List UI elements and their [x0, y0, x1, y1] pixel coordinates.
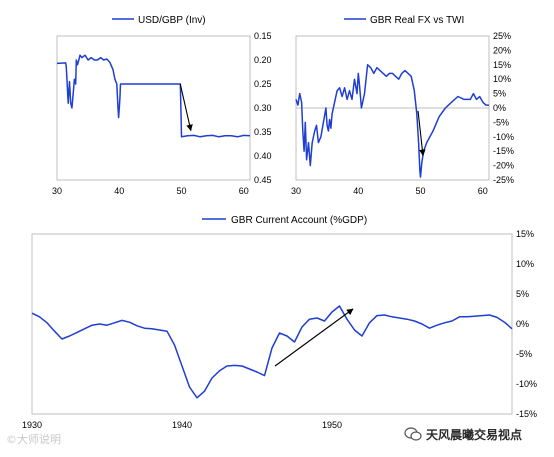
x-tick-label: 1930: [22, 420, 42, 430]
series-group: [295, 64, 489, 178]
x-tick-label: 50: [416, 186, 426, 196]
y-tick-label: -10%: [493, 132, 514, 142]
series-line: [56, 54, 251, 138]
y-tick-label: 0%: [493, 103, 506, 113]
y-tick-label: 5%: [493, 89, 506, 99]
series-group: [56, 54, 251, 138]
y-tick-label: -15%: [516, 409, 537, 419]
series-group: [31, 305, 513, 399]
y-tick-label: -5%: [516, 349, 532, 359]
y-tick-label: 15%: [516, 229, 534, 239]
y-tick-label: 15%: [493, 60, 511, 70]
chart-legend: USD/GBP (Inv): [112, 15, 206, 26]
trend-arrow: [274, 308, 354, 367]
y-tick-label: -15%: [493, 146, 514, 156]
y-axis-ticks: 25% 20% 15% 10% 5% 0% -5% -10% -15% -20% -25%: [493, 31, 514, 185]
gbr-real-fx-chart: GBR Real FX vs TWI 25% 20% 15% 10% 5% 0% -5% -1…: [291, 15, 514, 196]
usd-gbp-chart: USD/GBP (Inv) 0.150.200.250.300.350.400.…: [52, 15, 272, 196]
watermark-right: 天风晨曦交易视点: [404, 424, 550, 444]
y-tick-label: 0.35: [254, 127, 272, 137]
y-tick-label: 10%: [516, 259, 534, 269]
chart-legend: GBR Current Account (%GDP): [202, 215, 367, 226]
legend-label: GBR Current Account (%GDP): [231, 215, 367, 226]
y-tick-label: -25%: [493, 175, 514, 185]
y-tick-label: 0.20: [254, 55, 272, 65]
series-line: [31, 305, 513, 399]
y-axis-ticks: 0.15 0.20 0.25 0.30 0.35 0.40 0.45: [254, 31, 272, 185]
y-tick-label: 0.15: [254, 31, 272, 41]
y-tick-label: 0.45: [254, 175, 272, 185]
y-tick-label: 20%: [493, 45, 511, 55]
x-tick-label: 40: [114, 186, 124, 196]
x-axis-ticks: 30 40 50 60: [52, 186, 249, 196]
x-tick-label: 50: [177, 186, 187, 196]
x-tick-label: 1940: [172, 420, 192, 430]
watermark-right-label: 天风晨曦交易视点: [426, 427, 523, 442]
y-tick-label: 0.25: [254, 79, 272, 89]
series-line: [295, 64, 489, 178]
trend-arrow: [179, 83, 193, 132]
y-axis-ticks: 15% 10% 5% 0% -5% -10% -15%: [516, 229, 537, 419]
legend-label: GBR Real FX vs TWI: [370, 15, 464, 26]
y-tick-label: -5%: [493, 117, 509, 127]
legend-label: USD/GBP (Inv): [138, 15, 206, 26]
x-tick-label: 40: [353, 186, 363, 196]
y-tick-label: 0.40: [254, 151, 272, 161]
x-axis-ticks: 1930 1940 1950: [22, 420, 342, 430]
x-tick-label: 60: [478, 186, 488, 196]
y-tick-label: 0%: [516, 319, 529, 329]
trend-arrow: [417, 110, 426, 157]
y-tick-label: 25%: [493, 31, 511, 41]
gbr-current-account-chart: GBR Current Account (%GDP) 15% 10% 5% 0% -5%…: [22, 215, 537, 430]
x-axis-ticks: 30 40 50 60: [291, 186, 488, 196]
x-tick-label: 1950: [322, 420, 342, 430]
y-tick-label: -10%: [516, 379, 537, 389]
plot-frame: [31, 233, 513, 415]
watermark-left: ©大师说明: [6, 433, 61, 446]
x-tick-label: 60: [239, 186, 249, 196]
y-tick-label: 10%: [493, 74, 511, 84]
x-tick-label: 30: [52, 186, 62, 196]
y-tick-label: -20%: [493, 161, 514, 171]
plot-frame: [56, 35, 251, 181]
y-tick-label: 5%: [516, 289, 529, 299]
x-tick-label: 30: [291, 186, 301, 196]
wechat-icon: [404, 427, 422, 441]
chart-legend: GBR Real FX vs TWI: [344, 15, 464, 26]
y-tick-label: 0.30: [254, 103, 272, 113]
